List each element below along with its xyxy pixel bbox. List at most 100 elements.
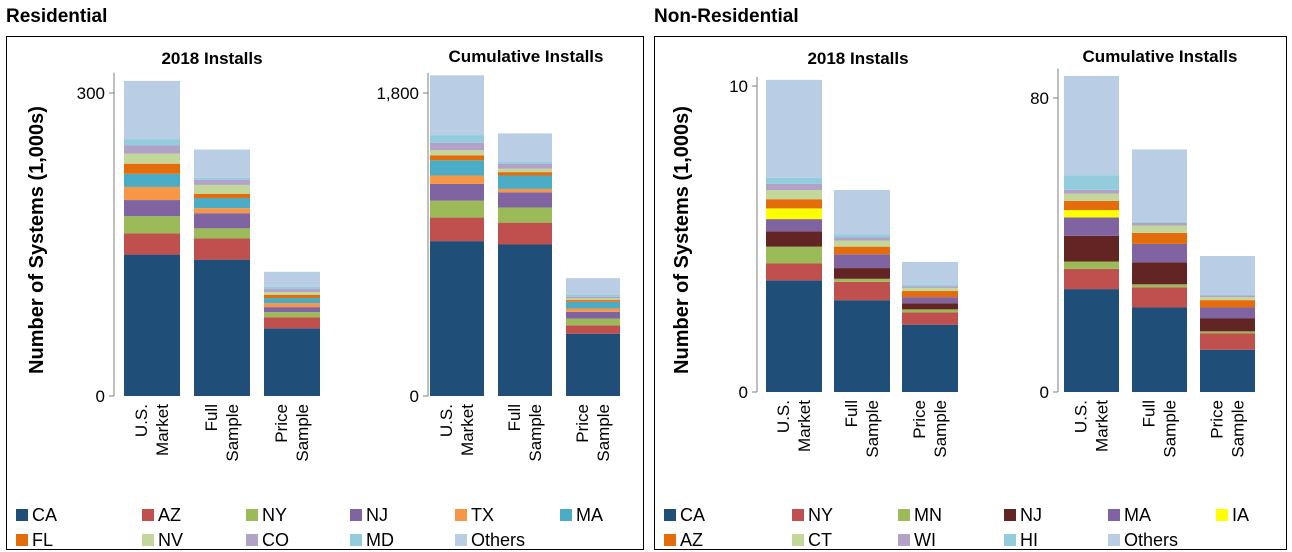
bar-segment-ma xyxy=(566,301,620,309)
bar-segment-co xyxy=(264,288,320,292)
bar-segment-md xyxy=(194,177,250,180)
bar-segment-ca xyxy=(264,328,320,396)
bar-segment-az xyxy=(194,238,250,260)
bar-segment-others xyxy=(1200,256,1255,295)
bar-segment-mn xyxy=(1200,331,1255,334)
bar-segment-ny xyxy=(1132,287,1187,308)
bar-segment-mn xyxy=(902,309,958,313)
bar-segment-hi xyxy=(766,177,822,184)
bar-segment-ma xyxy=(766,219,822,232)
bar-segment-ny xyxy=(498,207,552,223)
category-label: Full Sample xyxy=(505,404,545,462)
bar-segment-md xyxy=(430,135,484,143)
bar-segment-az xyxy=(1200,300,1255,308)
category-label: Price Sample xyxy=(573,404,613,462)
bar-segment-others xyxy=(1064,75,1119,176)
bar-segment-wi xyxy=(1064,189,1119,194)
legend-label-nj: NJ xyxy=(366,505,388,525)
bar-segment-tx xyxy=(430,175,484,184)
legend-label-fl: FL xyxy=(32,530,53,550)
legend-swatch-nv xyxy=(142,534,154,546)
bar-segment-others xyxy=(566,278,620,295)
legend-label-nv: NV xyxy=(158,530,183,550)
y-tick-label: 0 xyxy=(739,383,748,402)
bar-segment-mn xyxy=(1064,261,1119,269)
bar-segment-az xyxy=(430,217,484,242)
bar-segment-nj xyxy=(264,307,320,313)
bar-segment-hi xyxy=(1132,221,1187,223)
bar-segment-nv xyxy=(264,291,320,295)
bar-segment-fl xyxy=(498,172,552,176)
bar-segment-co xyxy=(124,145,180,154)
bar-segment-ma xyxy=(194,198,250,209)
bar-segment-ma xyxy=(264,298,320,304)
legend-swatch-md xyxy=(350,534,362,546)
bar-segment-nv xyxy=(498,168,552,173)
legend-swatch-others xyxy=(1108,534,1120,546)
bar-segment-hi xyxy=(1064,175,1119,190)
bar-segment-tx xyxy=(498,188,552,193)
bar-segment-az xyxy=(566,325,620,334)
bar-segment-nj xyxy=(194,213,250,229)
bar-segment-wi xyxy=(766,183,822,191)
bar-segment-ny xyxy=(430,200,484,218)
bar-segment-ct xyxy=(834,240,890,247)
legend-label-md: MD xyxy=(366,530,394,550)
bar-segment-others xyxy=(430,75,484,136)
y-tick-label: 80 xyxy=(1030,89,1049,108)
bar-segment-others xyxy=(498,133,552,163)
bar-segment-az xyxy=(1132,232,1187,244)
category-label: Full Sample xyxy=(842,400,882,458)
bar-segment-ct xyxy=(766,190,822,200)
bar-segment-az xyxy=(1064,200,1119,211)
category-label: Price Sample xyxy=(1208,400,1248,458)
bar-segment-ca xyxy=(834,300,890,392)
legend-swatch-az xyxy=(664,534,676,546)
bar-segment-ca xyxy=(766,280,822,392)
legend-label-nj: NJ xyxy=(1020,505,1042,525)
bar-segment-az xyxy=(264,317,320,329)
bar-segment-ma xyxy=(430,160,484,176)
bar-segment-wi xyxy=(1200,295,1255,298)
bar-segment-ia xyxy=(1064,210,1119,218)
legend-swatch-ca xyxy=(664,509,676,521)
bar-segment-nj xyxy=(902,303,958,310)
bar-segment-ma xyxy=(498,175,552,189)
legend-label-az: AZ xyxy=(158,505,181,525)
category-label: Price Sample xyxy=(910,400,950,458)
bar-segment-ct xyxy=(1200,297,1255,301)
bar-segment-ma xyxy=(1200,307,1255,319)
bar-segment-hi xyxy=(1200,294,1255,296)
legend-swatch-others xyxy=(455,534,467,546)
category-label: U.S. Market xyxy=(437,404,477,456)
bar-segment-az xyxy=(498,222,552,245)
bar-segment-co xyxy=(498,163,552,169)
bar-segment-ma xyxy=(1132,243,1187,263)
legend-swatch-nj xyxy=(1004,509,1016,521)
bar-segment-nj xyxy=(566,311,620,319)
bar-segment-az xyxy=(902,291,958,298)
bar-segment-md xyxy=(498,162,552,164)
bar-segment-md xyxy=(566,295,620,297)
bar-segment-fl xyxy=(194,194,250,199)
y-tick-label: 0 xyxy=(96,387,105,406)
legend-swatch-hi xyxy=(1004,534,1016,546)
legend-swatch-az xyxy=(142,509,154,521)
bar-segment-az xyxy=(766,199,822,209)
bar-segment-others xyxy=(124,80,180,140)
bar-segment-nv xyxy=(430,150,484,156)
bar-segment-tx xyxy=(566,308,620,312)
bar-segment-fl xyxy=(264,295,320,299)
bar-segment-ny xyxy=(766,263,822,281)
residential-ylabel: Number of Systems (1,000s) xyxy=(26,106,48,374)
bar-segment-nv xyxy=(566,298,620,301)
legend-swatch-nj xyxy=(350,509,362,521)
bar-segment-ny xyxy=(264,312,320,318)
bar-segment-nj xyxy=(124,200,180,217)
bar-segment-nv xyxy=(124,153,180,164)
bar-segment-ct xyxy=(1132,225,1187,233)
legend-swatch-ma xyxy=(560,509,572,521)
bar-segment-mn xyxy=(834,278,890,282)
bar-segment-ca xyxy=(566,333,620,396)
bar-segment-az xyxy=(834,246,890,255)
